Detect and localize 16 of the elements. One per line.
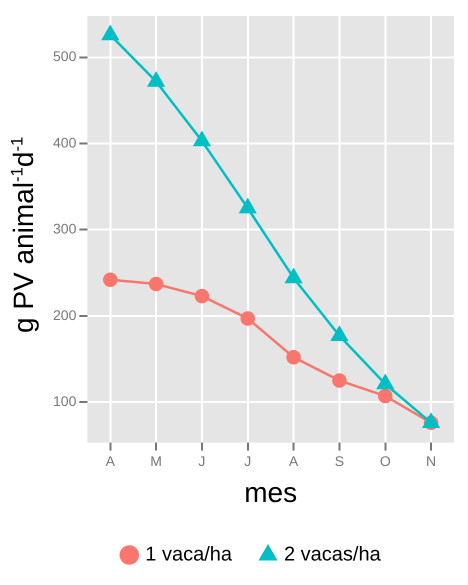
- x-tick-label: A: [288, 452, 299, 469]
- legend-label: 2 vacas/ha: [284, 544, 382, 566]
- x-axis-title: mes: [244, 476, 298, 508]
- x-tick-label: J: [198, 452, 206, 469]
- x-tick-label: S: [334, 452, 344, 469]
- x-tick-label: N: [426, 452, 436, 469]
- x-tick-label: O: [380, 452, 391, 469]
- x-tick-label: J: [244, 452, 252, 469]
- x-tick-label: A: [106, 452, 116, 469]
- y-tick-label: 500: [53, 48, 77, 64]
- y-tick-label: 300: [53, 220, 77, 237]
- y-tick-label: 100: [53, 392, 77, 409]
- y-tick-label: 400: [53, 134, 77, 150]
- x-tick-label: M: [150, 452, 162, 469]
- y-tick-label: 200: [53, 306, 77, 323]
- legend-label: 1 vaca/ha: [145, 544, 233, 566]
